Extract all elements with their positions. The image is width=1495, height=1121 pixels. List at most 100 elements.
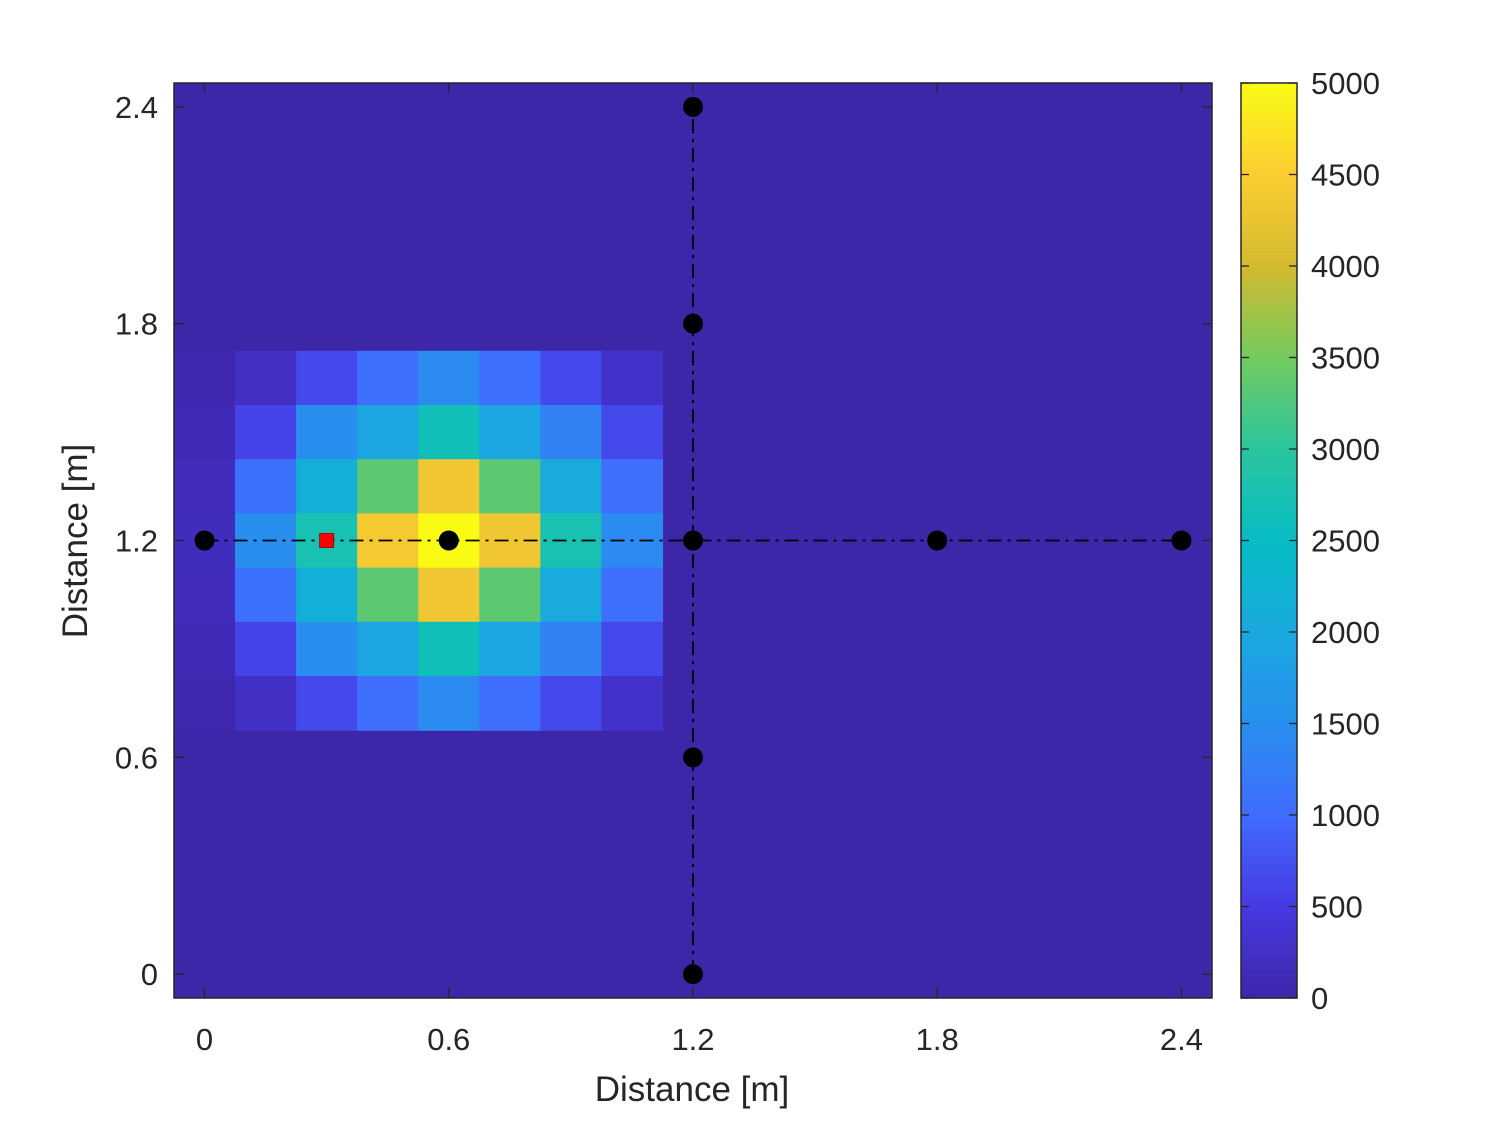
overlay-layer: [194, 96, 1192, 985]
colorbar-segment: [1241, 547, 1297, 556]
colorbar-segment: [1241, 762, 1297, 770]
heatmap-cell: [601, 567, 664, 623]
colorbar-segment: [1241, 225, 1297, 234]
colorbar-segment: [1241, 276, 1297, 284]
colorbar-segment: [1241, 469, 1297, 477]
colorbar-segment: [1241, 297, 1297, 306]
colorbar-segment: [1241, 690, 1297, 699]
heatmap-cell: [479, 567, 541, 623]
colorbar-segment: [1241, 440, 1297, 449]
heatmap-cell: [174, 350, 236, 406]
colorbar-segment: [1241, 897, 1297, 906]
x-tick-label: 0.6: [427, 1022, 470, 1057]
colorbar-segment: [1241, 576, 1297, 584]
x-axis-label: Distance [m]: [595, 1070, 790, 1109]
colorbar-tick-label: 2500: [1311, 524, 1380, 559]
colorbar-segment: [1241, 211, 1297, 220]
heatmap-cell: [479, 621, 541, 677]
colorbar-segment: [1241, 504, 1297, 513]
heatmap-cell: [174, 621, 236, 677]
y-tick-label: 0: [141, 957, 158, 992]
colorbar-segment: [1241, 183, 1297, 191]
heatmap-cell: [601, 459, 664, 514]
colorbar-segment: [1241, 304, 1297, 313]
x-tick-label: 1.2: [671, 1022, 714, 1057]
colorbar-segment: [1241, 140, 1297, 148]
colorbar-segment: [1241, 290, 1297, 299]
colorbar-segment: [1241, 347, 1297, 356]
colorbar-segment: [1241, 969, 1297, 978]
colorbar-segment: [1241, 640, 1297, 649]
colorbar-segment: [1241, 190, 1297, 198]
colorbar-tick-label: 3000: [1311, 432, 1380, 467]
colorbar-segment: [1241, 90, 1297, 98]
colorbar-segment: [1241, 161, 1297, 170]
heatmap-cell: [479, 350, 541, 406]
y-tick-label: 1.2: [115, 524, 158, 559]
colorbar-segment: [1241, 519, 1297, 527]
colorbar-segment: [1241, 283, 1297, 291]
colorbar-segment: [1241, 254, 1297, 263]
colorbar-segment: [1241, 97, 1297, 106]
heatmap-cell: [418, 621, 480, 677]
heatmap-cell: [540, 676, 603, 731]
source-marker: [319, 533, 335, 548]
heatmap-cell: [357, 567, 419, 623]
colorbar-segment: [1241, 604, 1297, 613]
colorbar-segment: [1241, 454, 1297, 463]
heatmap-cell: [235, 350, 297, 406]
x-tick-label: 0: [196, 1022, 213, 1057]
heatmap-cell: [357, 350, 419, 406]
colorbar-segment: [1241, 561, 1297, 570]
colorbar-segment: [1241, 340, 1297, 349]
colorbar-segment: [1241, 318, 1297, 327]
colorbar-segment: [1241, 597, 1297, 606]
heatmap-cell: [540, 350, 603, 406]
colorbar-segment: [1241, 111, 1297, 120]
colorbar-segment: [1241, 261, 1297, 270]
y-tick-label: 1.8: [115, 307, 158, 342]
colorbar-segment: [1241, 919, 1297, 928]
colorbar-segment: [1241, 912, 1297, 920]
colorbar-segment: [1241, 218, 1297, 227]
colorbar-tick-label: 5000: [1311, 66, 1380, 101]
heatmap-cell: [174, 404, 236, 460]
heatmap-cell: [540, 621, 603, 677]
colorbar-segment: [1241, 311, 1297, 320]
colorbar-segment: [1241, 654, 1297, 663]
heatmap-cell: [540, 567, 603, 623]
heatmap-cell: [479, 459, 541, 514]
colorbar-segment: [1241, 361, 1297, 370]
colorbar-segment: [1241, 726, 1297, 735]
colorbar-segment: [1241, 147, 1297, 156]
colorbar-segment: [1241, 626, 1297, 635]
x-tick-label: 1.8: [916, 1022, 959, 1057]
colorbar-segment: [1241, 418, 1297, 427]
colorbar-segment: [1241, 483, 1297, 492]
heatmap-cell: [235, 621, 297, 677]
colorbar-segment: [1241, 397, 1297, 406]
colorbar-segment: [1241, 719, 1297, 727]
axes-layer: 0 0.6 1.2 1.8 2.4 0 0.6 1.2 1.8 2.4: [115, 82, 1213, 1057]
colorbar-segment: [1241, 490, 1297, 499]
colorbar-segment: [1241, 669, 1297, 677]
heatmap-cell: [357, 459, 419, 514]
colorbar-segment: [1241, 240, 1297, 249]
colorbar-segment: [1241, 204, 1297, 213]
colorbar-segment: [1241, 797, 1297, 806]
colorbar-segment: [1241, 404, 1297, 413]
colorbar-segment: [1241, 83, 1297, 91]
colorbar-segment: [1241, 154, 1297, 163]
colorbar-segment: [1241, 354, 1297, 363]
colorbar-segment: [1241, 733, 1297, 742]
colorbar-segment: [1241, 533, 1297, 542]
colorbar-tick-label: 3500: [1311, 341, 1380, 376]
colorbar-segment: [1241, 383, 1297, 391]
colorbar-segment: [1241, 118, 1297, 127]
heatmap-cell: [296, 621, 358, 677]
colorbar-segment: [1241, 754, 1297, 763]
colorbar-segment: [1241, 233, 1297, 241]
heatmap-cell: [296, 350, 358, 406]
heatmap-cell: [357, 676, 419, 731]
colorbar-segment: [1241, 433, 1297, 442]
